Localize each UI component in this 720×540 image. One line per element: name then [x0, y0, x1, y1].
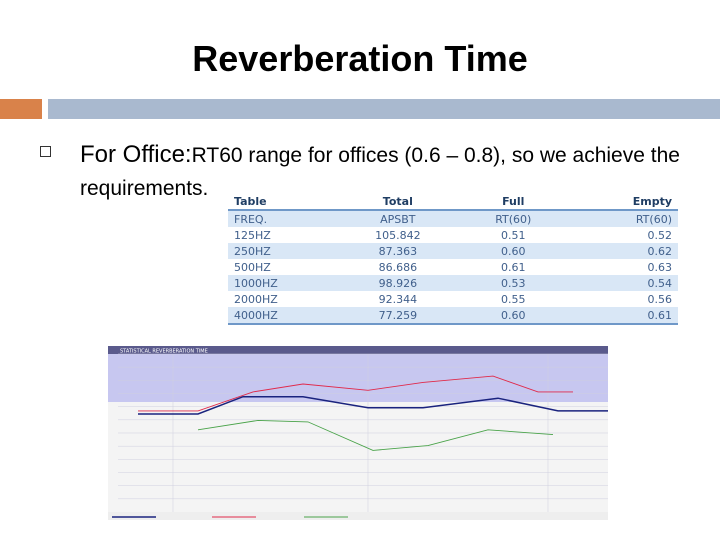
header-cell: Total — [335, 193, 461, 211]
table-cell: RT(60) — [460, 210, 566, 227]
table-cell: 0.62 — [565, 243, 678, 259]
table-cell: 0.61 — [460, 259, 566, 275]
chart-target-band — [108, 354, 608, 402]
table-cell: 125HZ — [228, 227, 335, 243]
table-cell: 4000HZ — [228, 307, 335, 325]
series-line — [138, 375, 573, 412]
square-bullet-icon — [40, 146, 51, 157]
table-cell: 0.61 — [565, 307, 678, 325]
reverberation-chart: STATISTICAL REVERBERATION TIME — [108, 346, 608, 520]
table-row: 2000HZ 92.344 0.55 0.56 — [228, 291, 678, 307]
table-header-row: Table Total Full Empty — [228, 193, 678, 211]
table-cell: 86.686 — [335, 259, 461, 275]
series-line — [138, 395, 608, 415]
table-cell: 2000HZ — [228, 291, 335, 307]
table-cell: 0.56 — [565, 291, 678, 307]
chart-grid — [118, 353, 608, 512]
table-cell: 92.344 — [335, 291, 461, 307]
table-cell: 250HZ — [228, 243, 335, 259]
table-cell: 0.54 — [565, 275, 678, 291]
header-cell: Full — [460, 193, 566, 211]
table-cell: 0.53 — [460, 275, 566, 291]
series-line — [197, 419, 554, 451]
accent-bar — [0, 99, 42, 119]
table-cell: 0.55 — [460, 291, 566, 307]
table-cell: 0.51 — [460, 227, 566, 243]
header-bar — [48, 99, 720, 119]
bullet-lead: For Office: — [80, 141, 192, 168]
table-cell: 77.259 — [335, 307, 461, 325]
table-cell: RT(60) — [565, 210, 678, 227]
table-cell: 500HZ — [228, 259, 335, 275]
table-cell: 0.60 — [460, 307, 566, 325]
table-cell: 0.63 — [565, 259, 678, 275]
table-row: 4000HZ 77.259 0.60 0.61 — [228, 307, 678, 325]
table-cell: 0.60 — [460, 243, 566, 259]
chart-title: STATISTICAL REVERBERATION TIME — [120, 349, 208, 355]
rt60-table: Table Total Full Empty FREQ. APSBT RT(60) R… — [228, 193, 678, 325]
bullet-body: RT60 range for offices (0.6 – 0.8), so w… — [80, 144, 680, 200]
chart-title-bar — [108, 346, 608, 354]
table-cell: 105.842 — [335, 227, 461, 243]
slide-title: Reverberation Time — [192, 38, 528, 79]
bullet-text: For Office:RT60 range for offices (0.6 –… — [80, 138, 700, 205]
table-cell: 87.363 — [335, 243, 461, 259]
chart-legend-strip — [108, 512, 608, 520]
table-cell: 0.52 — [565, 227, 678, 243]
table-cell: 98.926 — [335, 275, 461, 291]
chart-series — [138, 375, 608, 451]
table-row: 250HZ 87.363 0.60 0.62 — [228, 243, 678, 259]
header-cell: Empty — [565, 193, 678, 211]
table-cell: 1000HZ — [228, 275, 335, 291]
table-row: 125HZ 105.842 0.51 0.52 — [228, 227, 678, 243]
table-row: 500HZ 86.686 0.61 0.63 — [228, 259, 678, 275]
header-cell: Table — [228, 193, 335, 211]
table-cell: APSBT — [335, 210, 461, 227]
table-cell: FREQ. — [228, 210, 335, 227]
table-row: FREQ. APSBT RT(60) RT(60) — [228, 210, 678, 227]
table-row: 1000HZ 98.926 0.53 0.54 — [228, 275, 678, 291]
